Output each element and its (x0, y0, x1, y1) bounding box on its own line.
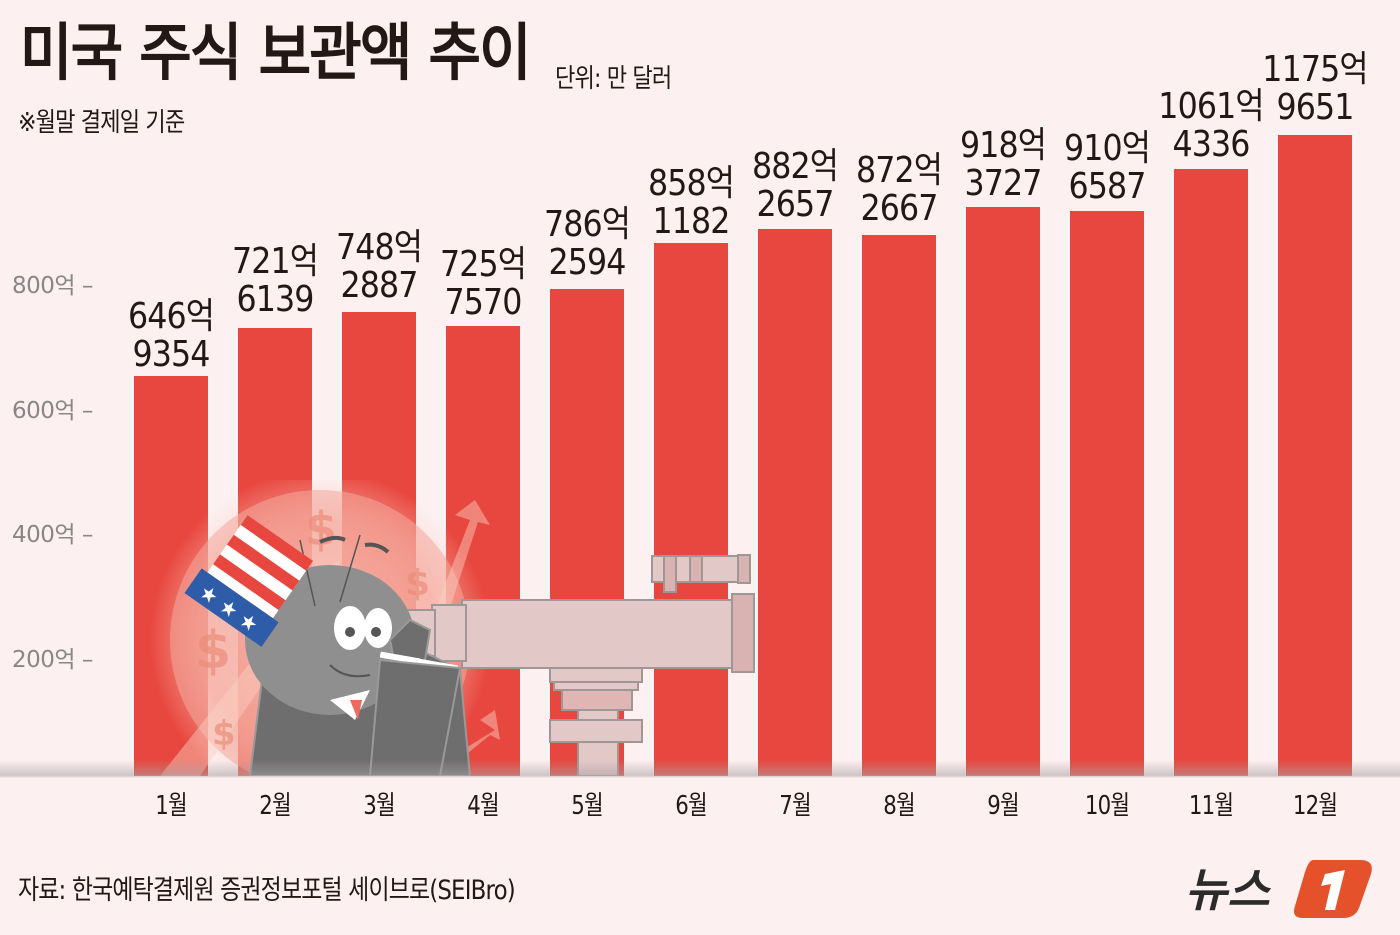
value-label-nov: 1061억 4336 (1158, 86, 1264, 165)
value-label-sep: 918억 3727 (959, 125, 1047, 204)
bar-jun (654, 243, 728, 776)
value-label-mar: 748억 2887 (335, 227, 423, 306)
x-label-feb: 2월 (259, 791, 291, 821)
chart-title: 미국 주식 보관액 추이 (20, 16, 532, 89)
svg-text:$: $ (305, 502, 337, 556)
logo-number-glyph (1321, 870, 1345, 910)
value-label-aug: 872억 2667 (855, 150, 943, 229)
x-label-dec: 12월 (1292, 791, 1338, 821)
svg-text:$: $ (195, 621, 231, 681)
x-label-apr: 4월 (467, 791, 499, 821)
x-label-jan: 1월 (155, 791, 187, 821)
x-label-jun: 6월 (675, 791, 707, 821)
logo-text: 뉴스 (1185, 863, 1271, 917)
bar-sep (966, 207, 1040, 776)
x-label-nov: 11월 (1188, 791, 1234, 821)
x-label-sep: 9월 (987, 791, 1019, 821)
x-label-aug: 8월 (883, 791, 915, 821)
value-label-jul: 882억 2657 (751, 146, 839, 225)
y-tick-800: 800억 – (12, 273, 93, 299)
character (245, 534, 472, 776)
value-label-jun: 858억 1182 (647, 163, 735, 242)
chart-baseline (0, 760, 1400, 778)
value-label-dec: 1175억 9651 (1262, 49, 1368, 128)
y-tick-200: 200억 – (12, 647, 93, 673)
value-label-may: 786억 2594 (543, 204, 631, 283)
value-label-apr: 725억 7570 (439, 244, 527, 323)
news1-logo: 뉴스 (1185, 852, 1375, 922)
bar-dec (1278, 135, 1352, 776)
svg-text:$: $ (405, 563, 430, 604)
svg-text:$: $ (212, 714, 236, 754)
value-label-jan: 646억 9354 (127, 296, 215, 375)
y-tick-600: 600억 – (12, 398, 93, 424)
source-credit: 자료: 한국예탁결제원 증권정보포털 세이브로(SEIBro) (18, 875, 516, 906)
x-label-jul: 7월 (779, 791, 811, 821)
x-label-may: 5월 (571, 791, 603, 821)
x-label-oct: 10월 (1084, 791, 1130, 821)
uncle-sam-hat-icon: ★ ★ ★ (184, 515, 314, 647)
bar-oct (1070, 211, 1144, 776)
y-tick-400: 400억 – (12, 522, 93, 548)
value-label-feb: 721억 6139 (231, 241, 319, 320)
bar-nov (1174, 169, 1248, 776)
illustration: $ $ $ $ $ (100, 480, 780, 776)
x-label-mar: 3월 (363, 791, 395, 821)
bar-jul (758, 229, 832, 776)
note-label: ※월말 결제일 기준 (18, 108, 185, 138)
value-label-oct: 910억 6587 (1063, 128, 1151, 207)
bar-aug (862, 235, 936, 776)
unit-label: 단위: 만 달러 (555, 64, 672, 94)
